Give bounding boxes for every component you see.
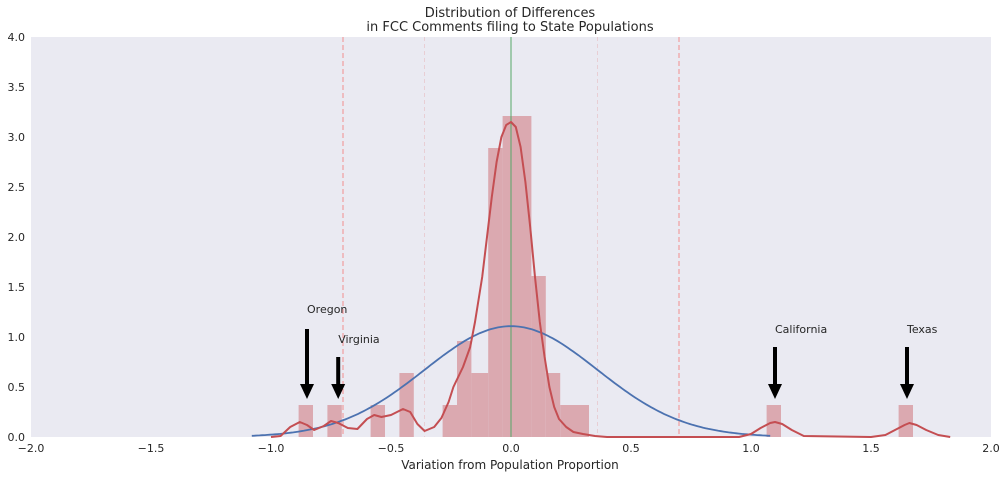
- x-tick-label: −1.5: [138, 442, 165, 455]
- y-tick-label: 0.5: [8, 381, 26, 394]
- annotation-arrowhead-oregon: [300, 384, 314, 399]
- x-tick-label: 2.0: [982, 442, 1000, 455]
- y-tick-label: 0.0: [8, 431, 26, 444]
- x-tick-label: −1.0: [258, 442, 285, 455]
- histogram-bar-5: [457, 341, 472, 437]
- x-tick-label: 1.0: [742, 442, 760, 455]
- histogram-bar-0: [298, 405, 313, 437]
- y-axis-ticks: 0.0 0.5 1.0 1.5 2.0 2.5 3.0 3.5 4.0: [8, 31, 26, 444]
- annotation-label-texas: Texas: [906, 323, 938, 336]
- chart-title-line2: in FCC Comments filing to State Populati…: [366, 20, 653, 35]
- y-tick-label: 4.0: [8, 31, 26, 44]
- histogram-bar-2: [370, 405, 385, 437]
- histogram-bar-7: [488, 148, 503, 437]
- chart-title-line1: Distribution of Differences: [425, 6, 596, 21]
- y-tick-label: 2.5: [8, 181, 26, 194]
- x-tick-label: 0.5: [622, 442, 640, 455]
- histogram-bar-13: [898, 405, 913, 437]
- histogram-bar-6: [471, 373, 489, 437]
- annotation-arrowhead-virginia: [331, 384, 346, 399]
- density-curves: [251, 121, 951, 438]
- x-tick-label: 1.5: [862, 442, 880, 455]
- annotation-arrowhead-texas: [900, 384, 914, 399]
- y-tick-label: 2.0: [8, 231, 26, 244]
- y-tick-label: 3.0: [8, 131, 26, 144]
- histogram-bar-8: [502, 116, 532, 437]
- y-tick-label: 3.5: [8, 81, 26, 94]
- x-tick-label: −2.0: [18, 442, 45, 455]
- annotation-label-virginia: Virginia: [338, 333, 379, 346]
- annotation-label-california: California: [775, 323, 827, 336]
- reference-lines: [342, 37, 680, 437]
- histogram-bars: [298, 116, 913, 437]
- histogram-bar-4: [442, 405, 457, 437]
- state-annotations: Oregon Virginia California Texas: [300, 303, 938, 399]
- histogram-bar-12: [766, 405, 781, 437]
- histogram-bar-9: [531, 276, 546, 437]
- x-axis-label: Variation from Population Proportion: [401, 458, 619, 472]
- x-tick-label: −0.5: [378, 442, 405, 455]
- y-tick-label: 1.5: [8, 281, 26, 294]
- annotation-label-oregon: Oregon: [307, 303, 347, 316]
- annotation-arrowhead-california: [768, 384, 782, 399]
- y-tick-label: 1.0: [8, 331, 26, 344]
- x-axis-ticks: −2.0 −1.5 −1.0 −0.5 0.0 0.5 1.0 1.5 2.0: [18, 442, 1000, 455]
- kde-curve: [270, 121, 951, 438]
- x-tick-label: 0.0: [502, 442, 520, 455]
- histogram-bar-3: [399, 373, 414, 437]
